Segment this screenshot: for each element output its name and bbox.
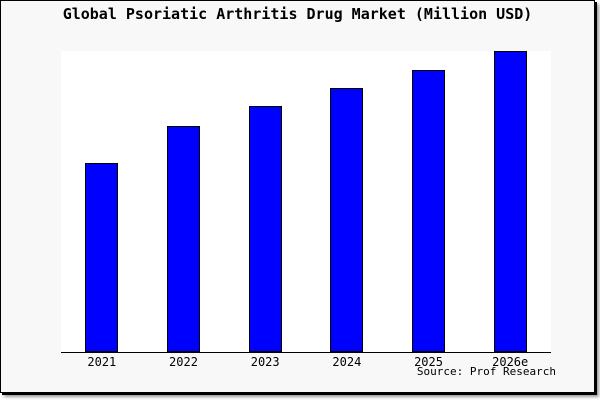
x-tick-label-2024: 2024 xyxy=(332,355,362,369)
bar-slot-2023 xyxy=(224,51,306,352)
x-axis-labels: 2021 2022 2023 2024 2025 2026e xyxy=(61,356,551,368)
bar-slot-2026e xyxy=(469,51,551,352)
x-tick-label-2023: 2023 xyxy=(250,355,280,369)
bar-slot-2022 xyxy=(143,51,225,352)
plot-area xyxy=(61,51,551,353)
chart-title: Global Psoriatic Arthritis Drug Market (… xyxy=(62,5,533,23)
bar-2021 xyxy=(85,162,119,352)
x-tick-label-2025: 2025 xyxy=(414,355,443,369)
bar-2022 xyxy=(167,125,200,352)
bar-slot-2025 xyxy=(388,51,470,352)
bar-slot-2024 xyxy=(306,51,388,352)
x-tick-label-2022: 2022 xyxy=(169,355,198,369)
bar-slot-2021 xyxy=(61,51,143,352)
bar-2026e xyxy=(493,51,527,352)
x-tick-label-2021: 2021 xyxy=(87,355,117,369)
x-tick-label-2026e: 2026e xyxy=(492,355,529,369)
source-credit: Source: Prof Research xyxy=(416,365,556,378)
chart-card: Global Psoriatic Arthritis Drug Market (… xyxy=(0,0,595,393)
bar-2025 xyxy=(412,69,446,352)
bar-2024 xyxy=(330,88,364,352)
bar-2023 xyxy=(248,106,282,352)
